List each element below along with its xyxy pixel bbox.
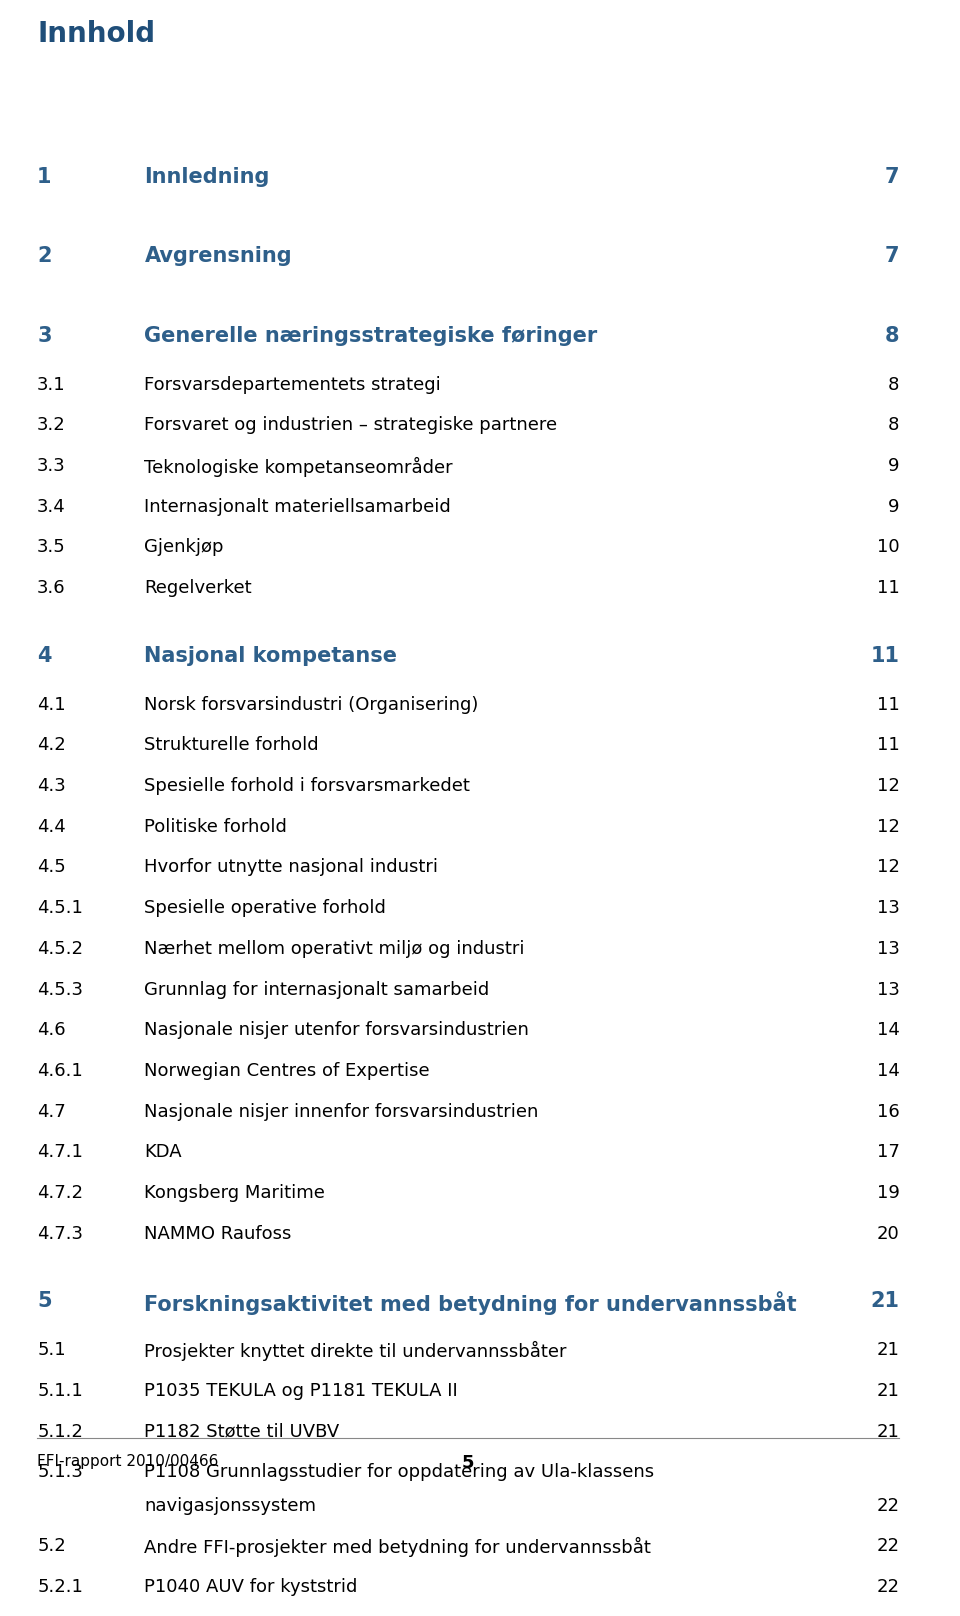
Text: P1108 Grunnlagsstudier for oppdatering av Ula-klassens: P1108 Grunnlagsstudier for oppdatering a… [144, 1464, 655, 1482]
Text: 11: 11 [876, 695, 900, 714]
Text: 3.3: 3.3 [37, 457, 66, 475]
Text: P1040 AUV for kyststrid: P1040 AUV for kyststrid [144, 1579, 358, 1597]
Text: 12: 12 [876, 818, 900, 835]
Text: 3.4: 3.4 [37, 498, 66, 516]
Text: 16: 16 [876, 1102, 900, 1120]
Text: 5: 5 [462, 1454, 474, 1472]
Text: 22: 22 [876, 1537, 900, 1555]
Text: Generelle næringsstrategiske føringer: Generelle næringsstrategiske føringer [144, 325, 598, 346]
Text: 14: 14 [876, 1062, 900, 1079]
Text: Gjenkjøp: Gjenkjøp [144, 538, 224, 556]
Text: Forsvarsdepartementets strategi: Forsvarsdepartementets strategi [144, 375, 442, 394]
Text: 4.7: 4.7 [37, 1102, 66, 1120]
Text: 4.5: 4.5 [37, 858, 66, 876]
Text: Nasjonal kompetanse: Nasjonal kompetanse [144, 646, 397, 666]
Text: 19: 19 [876, 1185, 900, 1202]
Text: navigasjonssystem: navigasjonssystem [144, 1496, 317, 1514]
Text: Nærhet mellom operativt miljø og industri: Nærhet mellom operativt miljø og industr… [144, 941, 525, 958]
Text: 3.6: 3.6 [37, 579, 65, 596]
Text: 8: 8 [885, 325, 900, 346]
Text: Regelverket: Regelverket [144, 579, 252, 596]
Text: 11: 11 [876, 579, 900, 596]
Text: P1182 Støtte til UVBV: P1182 Støtte til UVBV [144, 1422, 340, 1441]
Text: 5.1: 5.1 [37, 1341, 65, 1359]
Text: 9: 9 [888, 498, 900, 516]
Text: 5.1.3: 5.1.3 [37, 1464, 83, 1482]
Text: 21: 21 [871, 1291, 900, 1311]
Text: 5.1.2: 5.1.2 [37, 1422, 83, 1441]
Text: 10: 10 [877, 538, 900, 556]
Text: Innhold: Innhold [37, 21, 156, 48]
Text: 17: 17 [876, 1143, 900, 1162]
Text: 4.2: 4.2 [37, 737, 66, 755]
Text: 8: 8 [888, 375, 900, 394]
Text: Spesielle forhold i forsvarsmarkedet: Spesielle forhold i forsvarsmarkedet [144, 777, 470, 795]
Text: Internasjonalt materiellsamarbeid: Internasjonalt materiellsamarbeid [144, 498, 451, 516]
Text: Teknologiske kompetanseområder: Teknologiske kompetanseområder [144, 457, 453, 477]
Text: 4.7.2: 4.7.2 [37, 1185, 84, 1202]
Text: 4.7.3: 4.7.3 [37, 1225, 84, 1243]
Text: Andre FFI-prosjekter med betydning for undervannssbåt: Andre FFI-prosjekter med betydning for u… [144, 1537, 651, 1558]
Text: 20: 20 [876, 1225, 900, 1243]
Text: 5: 5 [37, 1291, 52, 1311]
Text: 21: 21 [876, 1341, 900, 1359]
Text: Politiske forhold: Politiske forhold [144, 818, 287, 835]
Text: 22: 22 [876, 1496, 900, 1514]
Text: 21: 21 [876, 1382, 900, 1399]
Text: Grunnlag for internasjonalt samarbeid: Grunnlag for internasjonalt samarbeid [144, 981, 490, 999]
Text: 4.6.1: 4.6.1 [37, 1062, 83, 1079]
Text: 4.1: 4.1 [37, 695, 65, 714]
Text: 14: 14 [876, 1021, 900, 1039]
Text: 13: 13 [876, 981, 900, 999]
Text: Avgrensning: Avgrensning [144, 246, 292, 267]
Text: 7: 7 [885, 246, 900, 267]
Text: 4.5.2: 4.5.2 [37, 941, 84, 958]
Text: Strukturelle forhold: Strukturelle forhold [144, 737, 319, 755]
Text: Forsvaret og industrien – strategiske partnere: Forsvaret og industrien – strategiske pa… [144, 417, 558, 435]
Text: Kongsberg Maritime: Kongsberg Maritime [144, 1185, 325, 1202]
Text: 9: 9 [888, 457, 900, 475]
Text: 22: 22 [876, 1579, 900, 1597]
Text: Spesielle operative forhold: Spesielle operative forhold [144, 898, 386, 918]
Text: 2: 2 [37, 246, 52, 267]
Text: Forskningsaktivitet med betydning for undervannssbåt: Forskningsaktivitet med betydning for un… [144, 1291, 797, 1315]
Text: 3.5: 3.5 [37, 538, 66, 556]
Text: 7: 7 [885, 166, 900, 186]
Text: 3: 3 [37, 325, 52, 346]
Text: 12: 12 [876, 777, 900, 795]
Text: NAMMO Raufoss: NAMMO Raufoss [144, 1225, 292, 1243]
Text: 4.5.1: 4.5.1 [37, 898, 83, 918]
Text: 8: 8 [888, 417, 900, 435]
Text: 13: 13 [876, 941, 900, 958]
Text: 11: 11 [871, 646, 900, 666]
Text: Norwegian Centres of Expertise: Norwegian Centres of Expertise [144, 1062, 430, 1079]
Text: 4.6: 4.6 [37, 1021, 65, 1039]
Text: 11: 11 [876, 737, 900, 755]
Text: 13: 13 [876, 898, 900, 918]
Text: 5.2: 5.2 [37, 1537, 66, 1555]
Text: 5.2.1: 5.2.1 [37, 1579, 83, 1597]
Text: Nasjonale nisjer innenfor forsvarsindustrien: Nasjonale nisjer innenfor forsvarsindust… [144, 1102, 539, 1120]
Text: Hvorfor utnytte nasjonal industri: Hvorfor utnytte nasjonal industri [144, 858, 439, 876]
Text: Norsk forsvarsindustri (Organisering): Norsk forsvarsindustri (Organisering) [144, 695, 479, 714]
Text: 12: 12 [876, 858, 900, 876]
Text: 4.5.3: 4.5.3 [37, 981, 84, 999]
Text: 3.2: 3.2 [37, 417, 66, 435]
Text: Nasjonale nisjer utenfor forsvarsindustrien: Nasjonale nisjer utenfor forsvarsindustr… [144, 1021, 529, 1039]
Text: 4.4: 4.4 [37, 818, 66, 835]
Text: Prosjekter knyttet direkte til undervannssbåter: Prosjekter knyttet direkte til undervann… [144, 1341, 567, 1361]
Text: 1: 1 [37, 166, 52, 186]
Text: 4.3: 4.3 [37, 777, 66, 795]
Text: 5.1.1: 5.1.1 [37, 1382, 83, 1399]
Text: 4: 4 [37, 646, 52, 666]
Text: 4.7.1: 4.7.1 [37, 1143, 83, 1162]
Text: FFI-rapport 2010/00466: FFI-rapport 2010/00466 [37, 1454, 219, 1469]
Text: Innledning: Innledning [144, 166, 270, 186]
Text: 3.1: 3.1 [37, 375, 65, 394]
Text: P1035 TEKULA og P1181 TEKULA II: P1035 TEKULA og P1181 TEKULA II [144, 1382, 458, 1399]
Text: 21: 21 [876, 1422, 900, 1441]
Text: KDA: KDA [144, 1143, 182, 1162]
